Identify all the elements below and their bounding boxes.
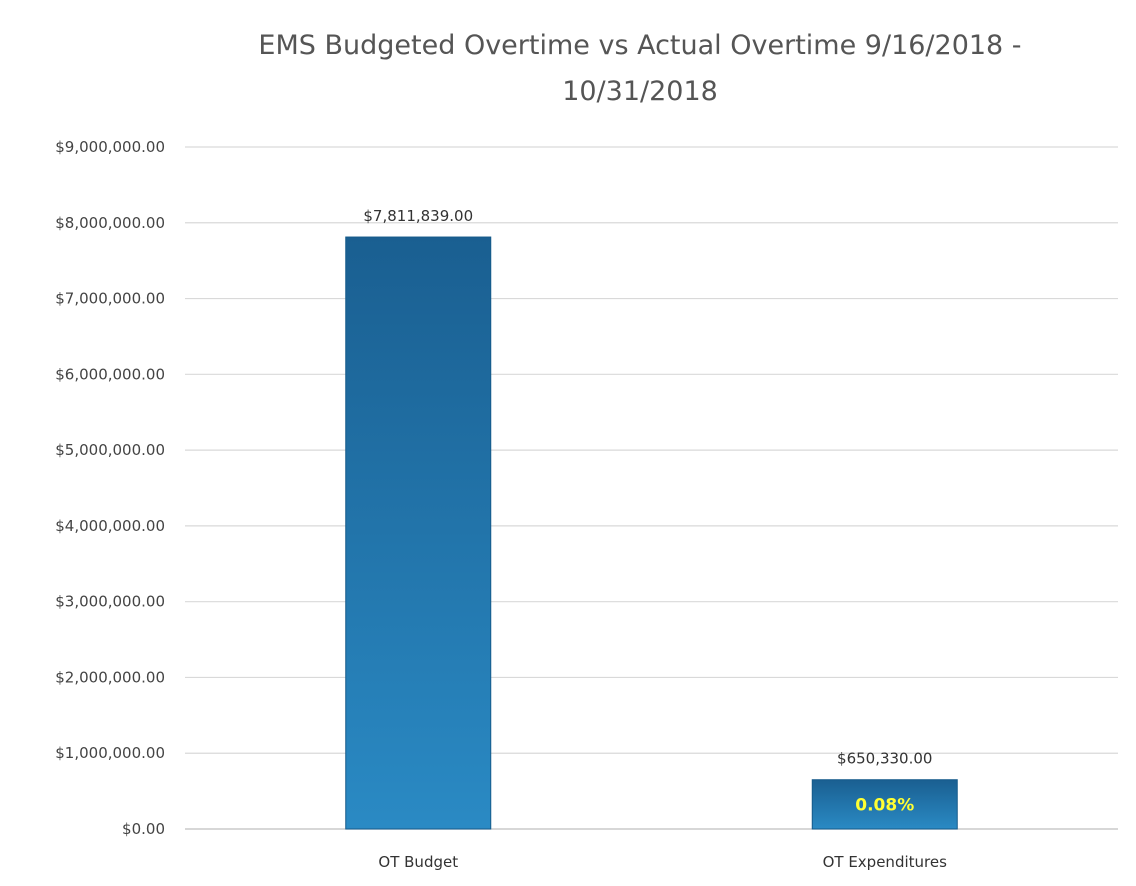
bar-ot-budget (345, 236, 492, 830)
data-label: $650,330.00 (837, 750, 932, 768)
y-tick-label: $7,000,000.00 (55, 290, 165, 308)
bar-ot-expenditures (811, 779, 958, 830)
data-labels: $7,811,839.00 $650,330.00 0.08% (363, 207, 932, 815)
data-label: $7,811,839.00 (363, 207, 473, 225)
y-tick-label: $0.00 (122, 820, 165, 838)
x-category-label: OT Expenditures (823, 853, 947, 871)
y-tick-label: $1,000,000.00 (55, 744, 165, 762)
y-axis-ticks: $0.00 $1,000,000.00 $2,000,000.00 $3,000,00… (55, 138, 165, 838)
bars (345, 236, 958, 830)
y-tick-label: $2,000,000.00 (55, 668, 165, 686)
y-tick-label: $8,000,000.00 (55, 214, 165, 232)
x-axis-categories: OT Budget OT Expenditures (378, 853, 947, 871)
x-category-label: OT Budget (378, 853, 458, 871)
chart-title-line-1: EMS Budgeted Overtime vs Actual Overtime… (258, 30, 1022, 61)
bar-annotation: 0.08% (855, 795, 914, 815)
y-tick-label: $4,000,000.00 (55, 517, 165, 535)
y-tick-label: $9,000,000.00 (55, 138, 165, 156)
gridlines (185, 146, 1118, 830)
y-tick-label: $5,000,000.00 (55, 441, 165, 459)
chart-title-line-2: 10/31/2018 (562, 76, 718, 107)
y-tick-label: $3,000,000.00 (55, 593, 165, 611)
y-tick-label: $6,000,000.00 (55, 365, 165, 383)
